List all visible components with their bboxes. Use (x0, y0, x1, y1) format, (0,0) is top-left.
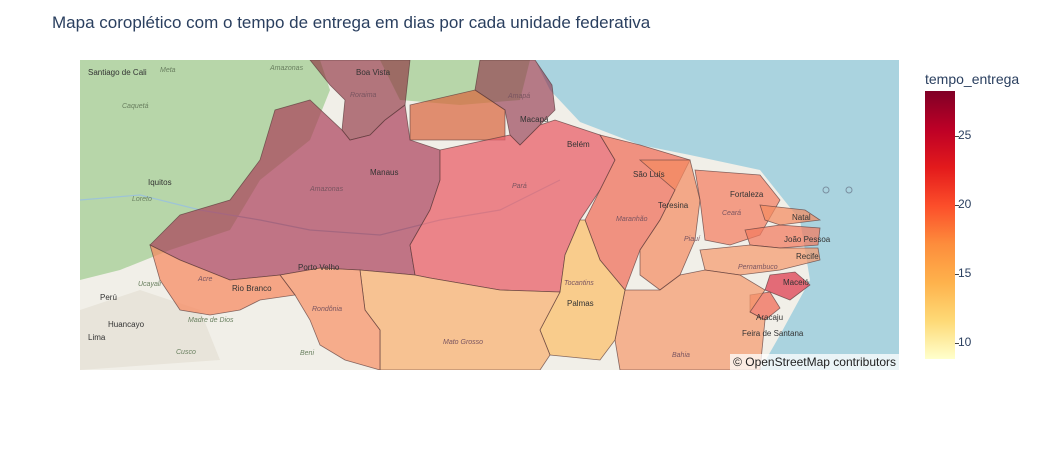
forest-area (80, 60, 330, 280)
label-maranhao: Maranhão (616, 216, 648, 223)
label-pernambuco: Pernambuco (738, 264, 778, 271)
label-huancayo: Huancayo (108, 320, 145, 329)
label-ceara: Ceará (722, 210, 741, 217)
label-ucayali: Ucayali (138, 281, 161, 288)
label-sao-luis: São Luís (633, 170, 665, 179)
label-palmas: Palmas (567, 299, 594, 308)
label-cusco: Cusco (176, 349, 196, 356)
label-aracaju: Aracaju (756, 313, 783, 322)
label-iquitos: Iquitos (148, 178, 172, 187)
map-canvas[interactable]: Boa Vista Macapá Belém Manaus São Luís T… (80, 60, 899, 370)
label-fortaleza: Fortaleza (730, 190, 764, 199)
label-meta: Meta (160, 67, 176, 74)
label-feira-de-santana: Feira de Santana (742, 329, 804, 338)
colorbar-tick-25: 25 (958, 128, 972, 142)
label-amapa: Amapá (507, 93, 530, 100)
chart-title: Mapa coroplético com o tempo de entrega … (52, 13, 651, 32)
label-lima: Lima (88, 333, 106, 342)
colorbar-tickmark (955, 343, 959, 344)
ocean (535, 60, 899, 370)
label-boa-vista: Boa Vista (356, 68, 391, 77)
label-teresina: Teresina (658, 201, 689, 210)
region-labels: Meta Amazonas Caquetá Loreto Ucayali Mad… (122, 65, 314, 357)
colorbar-tickmark (955, 136, 959, 137)
map-area[interactable]: Boa Vista Macapá Belém Manaus São Luís T… (80, 60, 899, 370)
state-bahia[interactable] (614, 269, 766, 370)
label-loreto: Loreto (132, 196, 152, 203)
label-peru: Perú (100, 293, 117, 302)
island-marker (845, 186, 853, 194)
label-rondonia: Rondônia (312, 306, 342, 313)
state-ceara[interactable] (694, 169, 781, 246)
label-rio-branco: Rio Branco (232, 284, 272, 293)
label-madre-de-dios: Madre de Dios (188, 317, 234, 324)
label-manaus: Manaus (370, 168, 398, 177)
label-amazonas-co: Amazonas (269, 65, 304, 72)
label-para: Pará (512, 183, 527, 190)
state-acre[interactable] (149, 244, 296, 316)
island-marker (822, 186, 830, 194)
colorbar-gradient (925, 91, 955, 359)
label-santiago-de-cali: Santiago de Cali (88, 68, 147, 77)
label-mato-grosso: Mato Grosso (443, 339, 483, 346)
label-natal: Natal (792, 213, 811, 222)
label-tocantins: Tocantins (564, 280, 594, 287)
label-joao-pessoa: João Pessoa (784, 235, 831, 244)
state-rondonia[interactable] (279, 267, 381, 370)
colorbar-tick-20: 20 (958, 197, 972, 211)
state-labels: Roraima Amapá Amazonas Pará Maranhão Cea… (197, 92, 778, 359)
label-belem: Belém (567, 140, 590, 149)
label-amazonas: Amazonas (309, 186, 344, 193)
label-acre: Acre (197, 276, 213, 283)
city-labels: Boa Vista Macapá Belém Manaus São Luís T… (88, 68, 831, 342)
label-bahia: Bahia (672, 352, 690, 359)
label-caqueta: Caquetá (122, 103, 149, 110)
label-porto-velho: Porto Velho (298, 263, 340, 272)
state-rn[interactable] (759, 204, 822, 226)
colorbar-title: tempo_entrega (925, 71, 1020, 87)
label-roraima: Roraima (350, 92, 377, 99)
colorbar-tickmark (955, 205, 959, 206)
colorbar-tickmark (955, 274, 959, 275)
state-al[interactable] (764, 271, 811, 301)
label-piaui: Piauí (684, 236, 701, 243)
label-beni: Beni (300, 350, 314, 357)
label-maceio: Maceió (783, 278, 809, 287)
colorbar-tick-15: 15 (958, 266, 972, 280)
map-attribution[interactable]: © OpenStreetMap contributors (730, 354, 899, 370)
label-macapa: Macapá (520, 115, 549, 124)
label-recife: Recife (796, 252, 819, 261)
colorbar-tick-10: 10 (958, 335, 972, 349)
